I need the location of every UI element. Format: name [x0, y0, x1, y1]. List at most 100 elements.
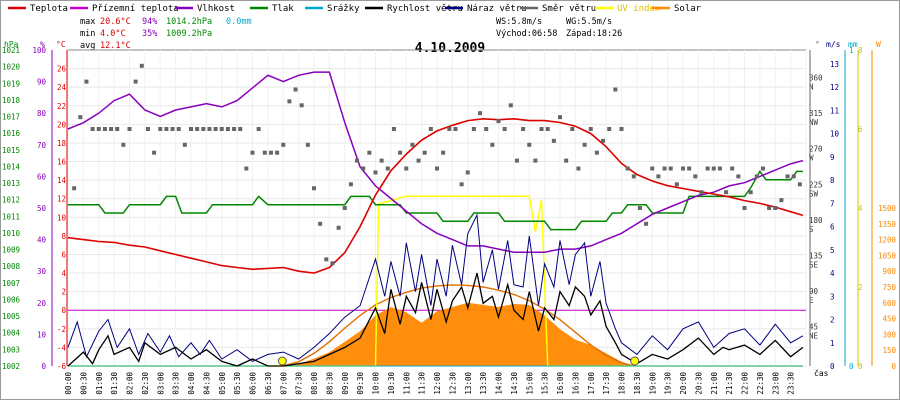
x-tick-label: 04:30 — [202, 372, 211, 395]
legend: Teplota Přízemní teplota Vlhkost Tlak Srážky… — [8, 4, 702, 14]
wind-dir-point — [404, 166, 409, 171]
stats-panel: max 20.6°C 94% 1014.2hPa 0.0mm min 4.0°C 35% 100… — [80, 17, 622, 51]
stat-wg: WG:5.5m/s — [566, 17, 612, 27]
wind-dir-point — [219, 127, 224, 131]
dir-compass: S — [809, 225, 814, 234]
solar-tick: 0 — [891, 362, 896, 371]
x-tick-label: 09:00 — [341, 372, 350, 395]
axis-unit-hum: % — [40, 40, 45, 49]
wind-dir-point — [478, 111, 483, 116]
press-tick: 1004 — [2, 329, 21, 338]
wind-dir-point — [717, 166, 722, 171]
hum-tick: 90 — [37, 78, 47, 87]
wind-dir-point — [201, 127, 206, 131]
series-humidity — [67, 71, 804, 253]
stat-max-press: 1014.2hPa — [166, 17, 212, 27]
wind-dir-point — [564, 158, 569, 163]
legend-label: Teplota — [30, 4, 68, 14]
series-uv — [68, 195, 803, 367]
wind-dir-point — [687, 166, 692, 171]
wind-dir-point — [767, 206, 772, 210]
wind-dir-point — [256, 127, 261, 131]
press-tick: 1021 — [2, 46, 20, 55]
hum-tick: 10 — [37, 330, 47, 339]
x-tick-label: 23:30 — [787, 372, 796, 395]
wind-dir-point — [170, 127, 175, 131]
temp-tick: 10 — [57, 213, 67, 222]
temp-tick: 4 — [61, 269, 66, 278]
wind-dir-point — [533, 158, 538, 163]
legend-label: Náraz větru — [467, 4, 527, 14]
x-tick-label: 01:00 — [95, 372, 104, 395]
x-tick-label: 11:00 — [402, 372, 411, 395]
wind-dir-point — [785, 174, 790, 179]
x-tick-label: 22:00 — [741, 372, 750, 395]
x-tick-label: 13:30 — [479, 372, 488, 395]
wind-dir-point — [508, 103, 513, 108]
wind-dir-point — [139, 63, 144, 68]
wind-dir-point — [207, 127, 212, 131]
wind-dir-point — [742, 206, 747, 210]
wind-dir-point — [730, 166, 735, 171]
x-tick-label: 19:30 — [664, 372, 673, 395]
wind-dir-point — [619, 127, 624, 131]
wind-dir-point — [379, 158, 384, 163]
press-tick: 1016 — [2, 129, 21, 138]
legend-label: Vlhkost — [197, 4, 235, 14]
press-tick: 1009 — [2, 246, 20, 255]
wind-tick: 4 — [830, 269, 835, 278]
x-tick-label: 07:30 — [295, 372, 304, 395]
x-tick-label: 12:00 — [433, 372, 442, 395]
x-tick-label: 01:30 — [110, 372, 119, 395]
wind-dir-point — [724, 190, 729, 195]
axis-unit-solar: W — [876, 40, 881, 49]
hum-tick: 40 — [37, 236, 47, 245]
wind-dir-point — [78, 115, 83, 120]
wind-dir-point — [674, 182, 679, 187]
wind-dir-point — [760, 166, 765, 171]
wind-dir-point — [275, 150, 280, 155]
wind-dir-point — [262, 150, 267, 155]
press-tick: 1005 — [2, 312, 20, 321]
wind-dir-point — [250, 150, 255, 155]
wind-dir-point — [668, 166, 673, 171]
stat-sunset: Západ:18:26 — [566, 29, 622, 39]
x-tick-label: 20:00 — [679, 372, 688, 395]
wind-dir-point — [773, 206, 778, 210]
stat-min-hum: 35% — [142, 29, 157, 39]
press-tick: 1006 — [2, 295, 21, 304]
temp-tick: 2 — [61, 288, 66, 297]
hum-tick: 70 — [37, 141, 47, 150]
wind-dir-point — [195, 127, 200, 131]
wind-dir-point — [330, 261, 335, 266]
solar-tick: 1050 — [878, 251, 897, 260]
wind-tick: 5 — [830, 246, 835, 255]
wind-dir-point — [127, 127, 132, 131]
x-tick-label: 08:30 — [325, 372, 334, 395]
wind-dir-point — [447, 127, 452, 131]
x-tick-label: 20:30 — [694, 372, 703, 395]
wind-tick: 2 — [830, 316, 835, 325]
x-tick-label: 06:30 — [264, 372, 273, 395]
temp-tick: 14 — [57, 176, 67, 185]
press-tick: 1003 — [2, 345, 20, 354]
x-tick-label: 08:00 — [310, 372, 319, 395]
x-tick-label: 22:30 — [756, 372, 765, 395]
wind-dir-point — [779, 198, 784, 203]
wind-tick: 0 — [830, 362, 835, 371]
wind-tick: 8 — [830, 176, 835, 185]
x-tick-label: 10:30 — [387, 372, 396, 395]
legend-label: Přízemní teplota — [92, 4, 179, 14]
axis-unit-temp: °C — [56, 40, 66, 49]
wind-dir-point — [465, 170, 470, 175]
wind-dir-point — [305, 142, 310, 147]
wind-dir-point — [625, 166, 630, 171]
wind-dir-point — [84, 79, 89, 84]
wind-dir-point — [644, 221, 649, 226]
x-tick-label: 04:00 — [187, 372, 196, 395]
wind-dir-point — [410, 142, 415, 147]
press-tick: 1008 — [2, 262, 21, 271]
hum-tick: 0 — [41, 362, 46, 371]
wind-dir-point — [607, 127, 612, 131]
